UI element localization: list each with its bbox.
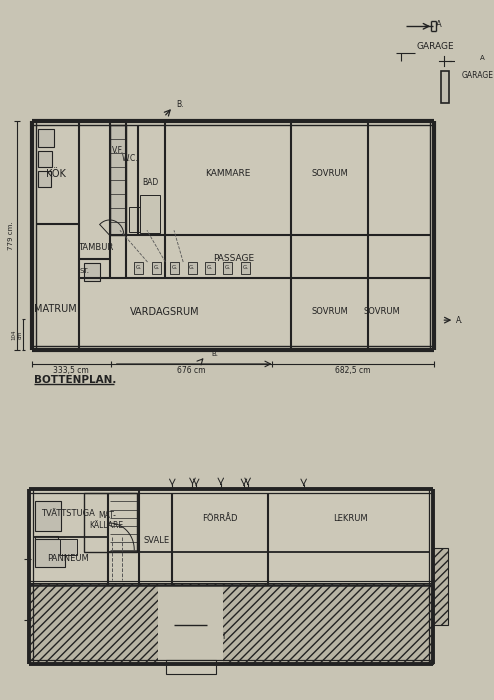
Bar: [188, 262, 197, 274]
Text: B.: B.: [211, 351, 218, 357]
Bar: [442, 71, 449, 103]
Text: G.: G.: [243, 265, 248, 270]
Bar: [206, 262, 215, 274]
Text: G.: G.: [154, 265, 160, 270]
Text: ST.: ST.: [79, 267, 89, 274]
Bar: [36, 501, 61, 531]
Text: l: l: [222, 632, 224, 640]
Bar: [38, 172, 51, 187]
Bar: [223, 262, 233, 274]
Text: PASSAGE: PASSAGE: [213, 254, 254, 263]
Text: TAMBUR: TAMBUR: [78, 243, 114, 251]
Bar: [32, 121, 434, 350]
Text: A.: A.: [456, 316, 463, 325]
Text: TVÄTTSTUGA: TVÄTTSTUGA: [41, 509, 95, 518]
Bar: [60, 540, 77, 555]
Text: A: A: [480, 55, 485, 61]
Text: B.: B.: [177, 101, 184, 109]
Bar: [134, 262, 143, 274]
Bar: [158, 585, 223, 664]
Text: G.: G.: [171, 265, 177, 270]
Text: G.: G.: [207, 265, 213, 270]
Bar: [38, 151, 52, 167]
Text: SOVRUM: SOVRUM: [311, 307, 348, 316]
Bar: [110, 494, 137, 550]
Bar: [433, 548, 448, 624]
Text: 682,5 cm: 682,5 cm: [335, 366, 370, 375]
Ellipse shape: [142, 211, 155, 230]
Text: 333,5 cm: 333,5 cm: [53, 366, 89, 375]
Text: VARDAGSRUM: VARDAGSRUM: [130, 307, 200, 317]
Text: V.F.: V.F.: [112, 146, 124, 155]
Bar: [36, 540, 65, 567]
Text: 779 cm.: 779 cm.: [7, 221, 13, 250]
Text: MAT-
KÄLLARE: MAT- KÄLLARE: [90, 511, 124, 531]
Text: PANNEUM: PANNEUM: [47, 554, 89, 563]
Text: KÖK: KÖK: [45, 169, 65, 178]
Text: MATRUM: MATRUM: [34, 304, 77, 314]
Bar: [152, 262, 161, 274]
Text: GARAGE: GARAGE: [461, 71, 494, 80]
Text: G.: G.: [225, 265, 231, 270]
Bar: [38, 130, 54, 147]
Bar: [84, 262, 100, 281]
Bar: [29, 489, 433, 585]
Text: LEKRUM: LEKRUM: [333, 514, 368, 523]
Text: GARAGE: GARAGE: [416, 42, 454, 50]
Bar: [110, 125, 126, 235]
Bar: [165, 660, 215, 673]
Bar: [36, 536, 58, 561]
Text: SOVRUM: SOVRUM: [364, 307, 400, 316]
Bar: [83, 494, 137, 552]
Text: SOVRUM: SOVRUM: [311, 169, 348, 178]
Text: A: A: [436, 20, 442, 29]
Bar: [29, 583, 433, 664]
Bar: [140, 195, 160, 233]
Text: 676 cm: 676 cm: [177, 366, 206, 375]
Text: BAD: BAD: [142, 178, 159, 187]
Text: G.: G.: [189, 265, 195, 270]
Text: 104
cm: 104 cm: [11, 330, 22, 340]
Text: FÖRRÅD: FÖRRÅD: [203, 514, 238, 523]
Text: W.C.: W.C.: [122, 154, 139, 163]
Bar: [241, 262, 250, 274]
Bar: [170, 262, 179, 274]
Text: SVALE: SVALE: [143, 536, 169, 545]
Text: KAMMARE: KAMMARE: [205, 169, 250, 178]
Bar: [129, 207, 148, 232]
Text: G.: G.: [136, 265, 142, 270]
Text: BOTTENPLAN.: BOTTENPLAN.: [34, 375, 116, 385]
